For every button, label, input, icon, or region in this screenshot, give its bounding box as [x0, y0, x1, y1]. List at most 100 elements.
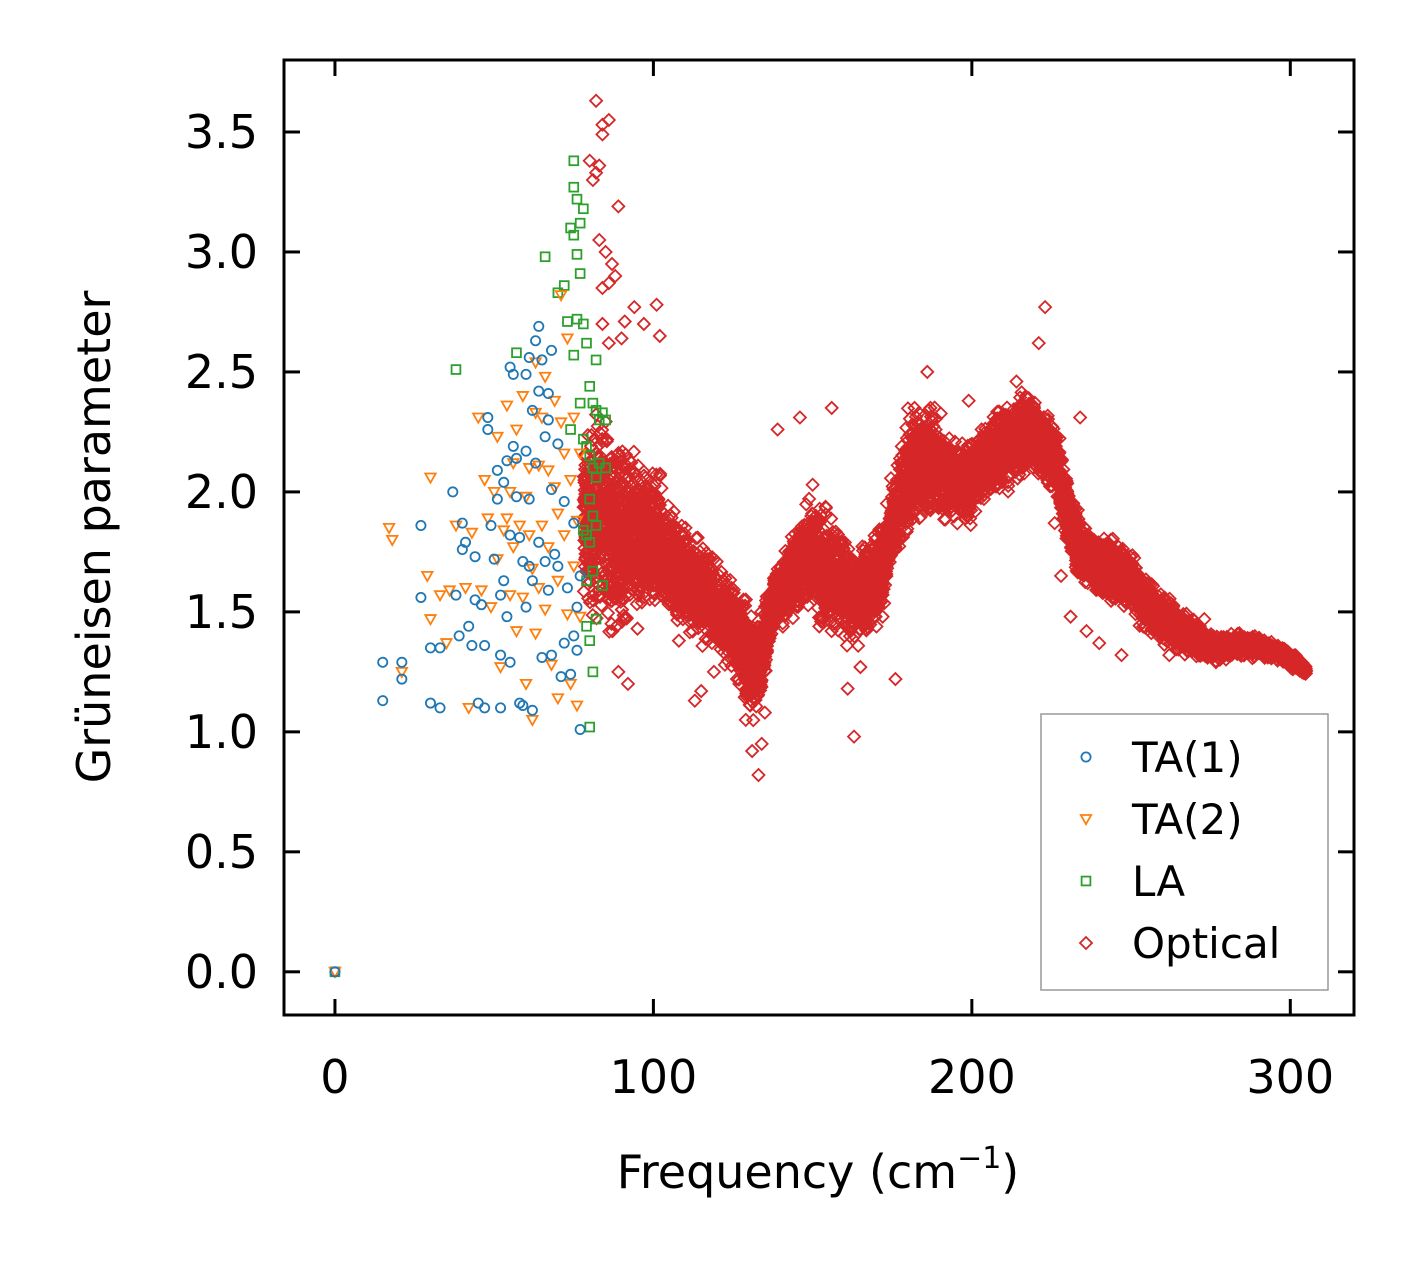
optical-point — [599, 432, 615, 447]
optical-point — [620, 468, 636, 484]
optical-point — [582, 574, 598, 589]
optical-point — [611, 500, 626, 516]
optical-point — [648, 567, 663, 582]
optical-point — [602, 473, 618, 488]
optical-point — [621, 481, 636, 496]
optical-point — [711, 583, 726, 599]
optical-point — [738, 615, 754, 631]
optical-point — [698, 608, 714, 624]
optical-point — [767, 590, 782, 606]
optical-point — [596, 490, 612, 506]
optical-point — [699, 545, 714, 561]
optical-point — [621, 474, 636, 490]
optical-point — [614, 475, 629, 491]
optical-point — [611, 445, 626, 461]
optical-point — [660, 498, 676, 513]
optical-point — [635, 544, 650, 560]
optical-point — [652, 468, 668, 483]
optical-point — [608, 517, 624, 533]
optical-point — [671, 537, 687, 553]
optical-point — [634, 532, 649, 548]
optical-point — [654, 480, 669, 496]
optical-point — [736, 626, 751, 642]
optical-point — [750, 687, 766, 702]
optical-point — [671, 579, 687, 595]
optical-point — [746, 667, 761, 683]
optical-point — [745, 675, 760, 691]
optical-point — [600, 512, 615, 528]
optical-point — [759, 642, 775, 658]
optical-point — [662, 521, 678, 536]
optical-point — [747, 671, 762, 687]
optical-point — [725, 596, 741, 611]
optical-point — [723, 611, 739, 626]
optical-point — [637, 572, 653, 587]
optical-point — [634, 514, 650, 529]
optical-point — [688, 530, 704, 546]
optical-point — [700, 565, 716, 581]
optical-point — [747, 685, 762, 701]
optical-point — [596, 550, 611, 565]
optical-point — [736, 592, 751, 607]
optical-point — [714, 634, 730, 649]
optical-point — [582, 503, 598, 519]
optical-point — [748, 699, 764, 714]
optical-point — [637, 550, 652, 566]
optical-point — [601, 591, 616, 607]
optical-point — [752, 683, 768, 698]
optical-point — [620, 537, 636, 553]
optical-point — [634, 474, 649, 489]
optical-point — [608, 493, 624, 508]
optical-point — [678, 520, 693, 536]
optical-point — [731, 672, 747, 687]
plot-area — [328, 93, 1314, 979]
optical-point — [588, 551, 604, 566]
optical-point — [650, 491, 666, 507]
optical-point — [726, 582, 742, 597]
optical-point — [595, 434, 610, 450]
optical-point — [697, 550, 712, 566]
optical-point — [722, 572, 738, 588]
optical-point — [604, 593, 620, 608]
optical-point — [735, 599, 751, 615]
optical-point — [623, 504, 639, 519]
optical-point — [597, 527, 612, 542]
optical-point — [684, 588, 700, 603]
optical-point — [623, 488, 639, 503]
optical-point — [737, 615, 752, 631]
optical-point — [716, 572, 731, 588]
optical-point — [746, 712, 761, 728]
optical-point — [582, 594, 598, 610]
optical-point — [608, 591, 624, 606]
optical-point — [758, 634, 774, 649]
series-optical — [576, 93, 1314, 783]
optical-point — [648, 506, 664, 521]
optical-point — [618, 588, 633, 603]
optical-point — [614, 614, 630, 629]
optical-point — [600, 605, 616, 621]
optical-point — [602, 624, 617, 639]
optical-point — [673, 554, 689, 569]
optical-point — [609, 531, 624, 546]
optical-point — [652, 466, 668, 482]
optical-point — [664, 510, 679, 525]
optical-point — [612, 449, 628, 464]
optical-point — [610, 618, 625, 633]
optical-point — [646, 585, 662, 600]
optical-point — [767, 607, 782, 622]
optical-point — [754, 662, 770, 677]
optical-point — [629, 596, 645, 612]
optical-point — [763, 617, 778, 633]
optical-point — [684, 594, 699, 610]
optical-point — [684, 598, 700, 613]
optical-point — [648, 467, 664, 482]
optical-point — [659, 543, 675, 559]
optical-point — [664, 525, 679, 540]
optical-point — [684, 602, 699, 618]
optical-point — [660, 556, 675, 572]
optical-point — [651, 497, 667, 512]
optical-point — [599, 434, 615, 449]
optical-point — [738, 592, 754, 607]
optical-point — [685, 624, 700, 639]
